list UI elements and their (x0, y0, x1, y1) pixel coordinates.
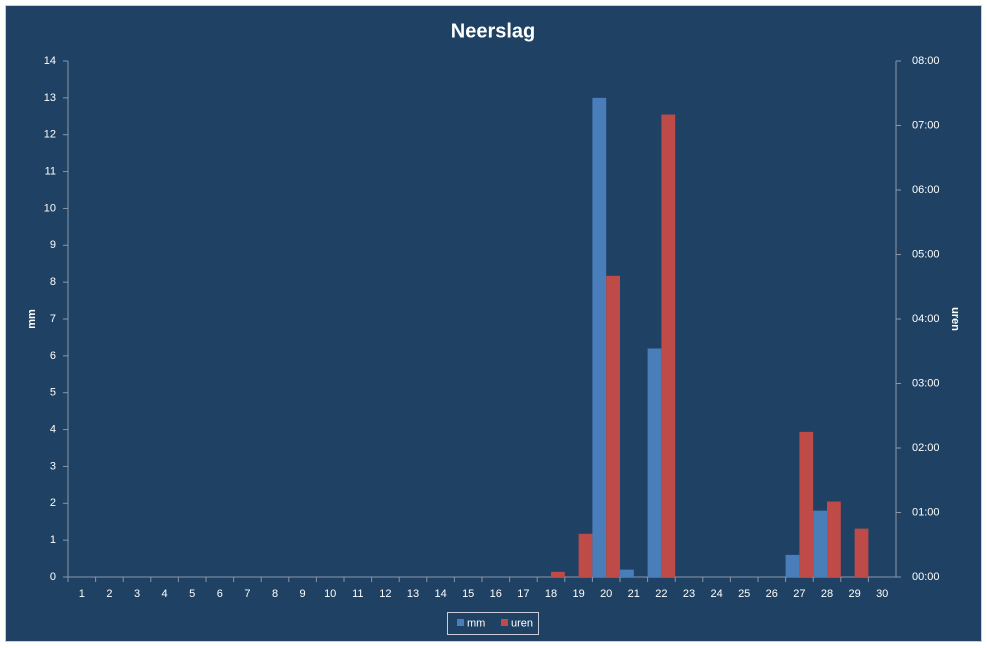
y2-tick-label: 00:00 (912, 571, 940, 583)
legend-label: uren (511, 617, 533, 629)
legend-box (447, 612, 539, 635)
bar (647, 348, 662, 577)
y-axis-title: mm (26, 309, 38, 329)
x-tick-label: 16 (490, 588, 502, 600)
x-tick-label: 10 (324, 588, 336, 600)
x-tick-label: 22 (655, 588, 667, 600)
x-tick-label: 2 (106, 588, 112, 600)
bar (620, 569, 634, 577)
legend-label: mm (467, 617, 485, 629)
x-tick-label: 27 (793, 588, 805, 600)
y-tick-label: 11 (45, 165, 56, 177)
x-tick-label: 28 (821, 588, 833, 600)
bar (785, 554, 800, 577)
x-tick-label: 19 (572, 588, 584, 600)
y-tick-label: 13 (44, 92, 56, 104)
bar (592, 97, 607, 577)
y-tick-label: 3 (50, 460, 56, 472)
y-tick-label: 0 (50, 571, 56, 583)
bar (854, 528, 869, 577)
x-tick-label: 17 (517, 588, 529, 600)
bar (813, 510, 827, 577)
x-tick-label: 1 (79, 588, 85, 600)
bar (551, 571, 565, 577)
x-tick-label: 29 (848, 588, 860, 600)
x-tick-label: 6 (217, 588, 223, 600)
y-tick-label: 2 (50, 497, 56, 509)
x-tick-label: 8 (272, 588, 278, 600)
y2-tick-label: 02:00 (912, 442, 940, 454)
y-tick-label: 10 (44, 202, 56, 214)
y-tick-label: 12 (44, 129, 56, 141)
y-tick-label: 5 (50, 387, 56, 399)
legend-swatch (457, 619, 464, 626)
x-tick-label: 23 (683, 588, 695, 600)
y2-tick-label: 03:00 (912, 377, 940, 389)
x-tick-label: 20 (600, 588, 612, 600)
bar (606, 275, 620, 577)
x-tick-label: 15 (462, 588, 474, 600)
x-tick-label: 9 (300, 588, 306, 600)
x-tick-label: 30 (876, 588, 888, 600)
y-tick-label: 7 (50, 313, 56, 325)
bar (799, 431, 814, 577)
y2-tick-label: 04:00 (912, 313, 940, 325)
y2-tick-label: 08:00 (912, 55, 940, 67)
y-tick-label: 4 (50, 423, 56, 435)
y-tick-label: 9 (50, 239, 56, 251)
bar (661, 114, 676, 577)
x-tick-label: 24 (710, 588, 722, 600)
x-tick-label: 25 (738, 588, 750, 600)
legend-swatch (501, 619, 508, 626)
bar (578, 533, 593, 577)
y-tick-label: 1 (50, 534, 56, 546)
x-tick-label: 18 (545, 588, 557, 600)
y2-tick-label: 06:00 (912, 184, 940, 196)
x-tick-label: 7 (244, 588, 250, 600)
chart-title: Neerslag (451, 20, 536, 42)
x-tick-label: 21 (628, 588, 640, 600)
bar (827, 501, 841, 577)
y2-tick-label: 07:00 (912, 119, 940, 131)
x-tick-label: 12 (379, 588, 391, 600)
x-tick-label: 5 (189, 588, 195, 600)
x-tick-label: 11 (352, 588, 363, 600)
x-tick-label: 26 (766, 588, 778, 600)
x-tick-label: 3 (134, 588, 140, 600)
y-tick-label: 6 (50, 350, 56, 362)
x-tick-label: 13 (407, 588, 419, 600)
x-tick-label: 4 (162, 588, 168, 600)
y2-tick-label: 05:00 (912, 248, 940, 260)
y2-tick-label: 01:00 (912, 506, 940, 518)
x-tick-label: 14 (434, 588, 446, 600)
y-tick-label: 8 (50, 276, 56, 288)
y-tick-label: 14 (44, 55, 56, 67)
y2-axis-title: uren (949, 307, 961, 331)
